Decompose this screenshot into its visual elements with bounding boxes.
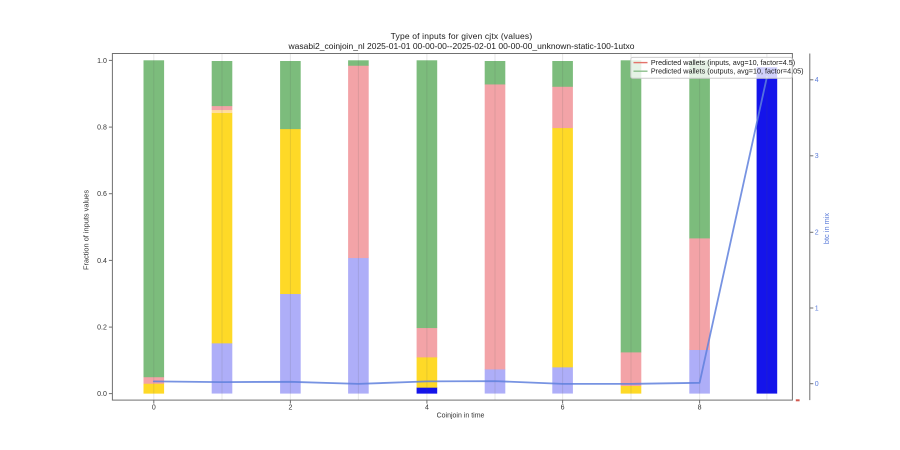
svg-text:Type of inputs for given cjtx: Type of inputs for given cjtx (values): [391, 31, 533, 41]
svg-text:0.4: 0.4: [97, 258, 107, 265]
svg-text:wasabi2_coinjoin_nl 2025-01-01: wasabi2_coinjoin_nl 2025-01-01 00-00-00-…: [288, 41, 635, 51]
svg-text:Predicted wallets (outputs, av: Predicted wallets (outputs, avg=10, fact…: [651, 67, 804, 76]
svg-text:Predicted wallets (inputs, avg: Predicted wallets (inputs, avg=10, facto…: [651, 58, 795, 67]
svg-text:8: 8: [698, 404, 702, 411]
svg-text:2: 2: [815, 230, 819, 237]
svg-text:Fraction of inputs values: Fraction of inputs values: [82, 190, 91, 270]
svg-text:0.8: 0.8: [97, 125, 107, 132]
svg-text:0: 0: [815, 381, 819, 388]
svg-text:0.6: 0.6: [97, 191, 107, 198]
svg-text:2: 2: [288, 404, 292, 411]
svg-text:1.0: 1.0: [97, 58, 107, 65]
svg-text:3: 3: [815, 153, 819, 160]
svg-text:4: 4: [425, 404, 429, 411]
svg-text:0: 0: [152, 404, 156, 411]
svg-text:0.2: 0.2: [97, 325, 107, 332]
svg-text:4: 4: [815, 77, 819, 84]
svg-text:Coinjoin in time: Coinjoin in time: [437, 412, 485, 419]
svg-text:btc in mix: btc in mix: [822, 213, 831, 245]
svg-text:6: 6: [561, 404, 565, 411]
svg-text:1: 1: [815, 305, 819, 312]
svg-text:0.0: 0.0: [97, 391, 107, 398]
